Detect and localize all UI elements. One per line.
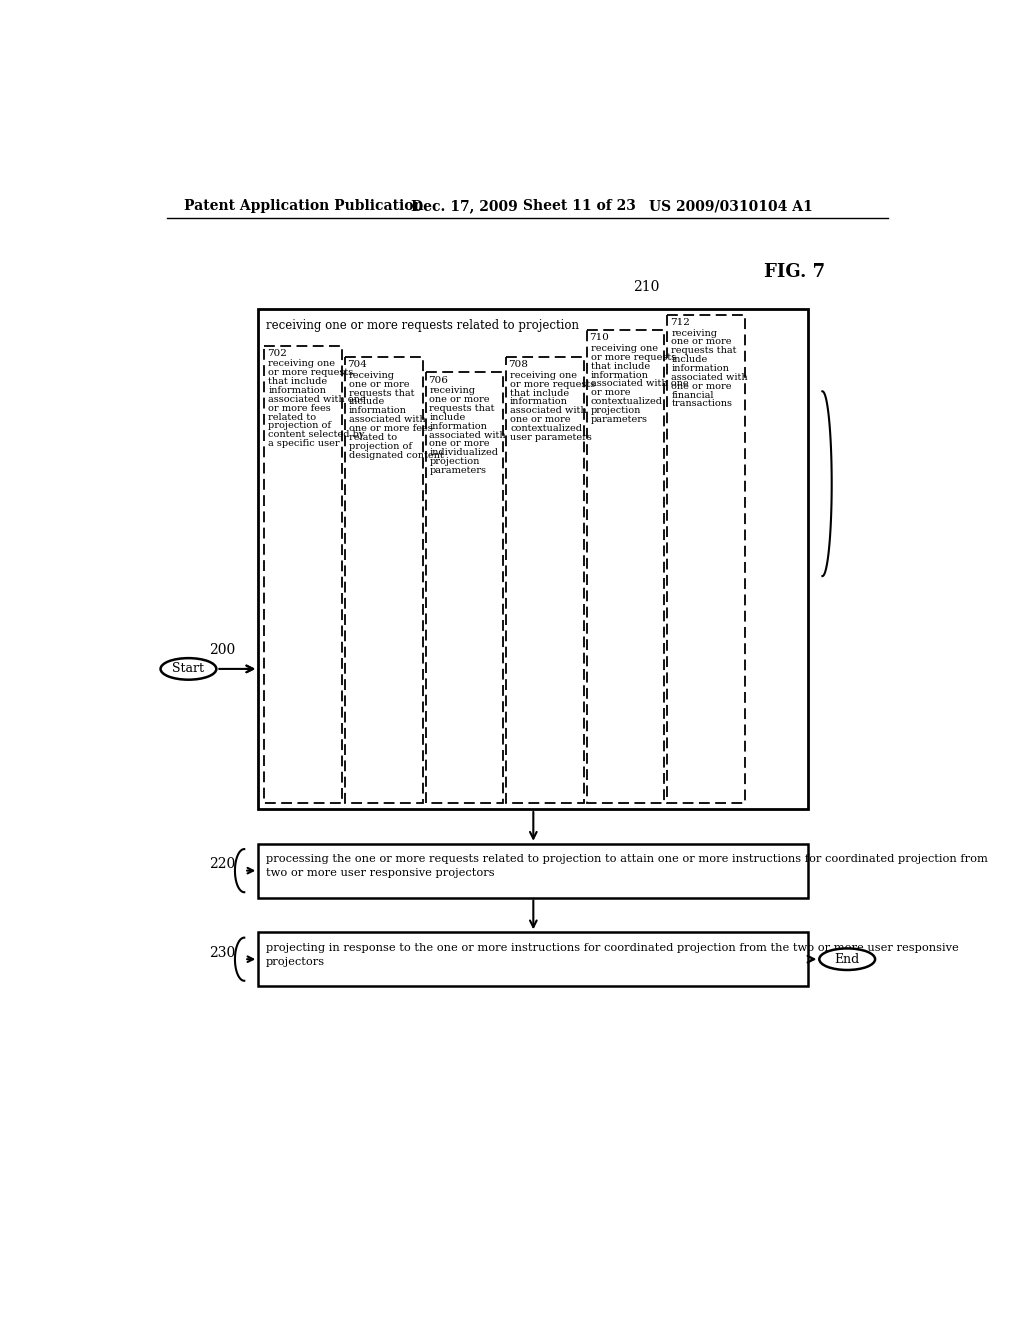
- Text: include: include: [429, 413, 466, 422]
- Text: one or more: one or more: [429, 395, 489, 404]
- Text: financial: financial: [672, 391, 714, 400]
- Text: one or more: one or more: [672, 381, 732, 391]
- Text: information: information: [672, 364, 729, 374]
- Text: one or more: one or more: [349, 380, 410, 389]
- Text: include: include: [672, 355, 708, 364]
- Text: or more fees: or more fees: [268, 404, 331, 413]
- Text: receiving one: receiving one: [268, 359, 335, 368]
- Bar: [587, 330, 665, 803]
- Text: 706: 706: [428, 376, 447, 384]
- Bar: [264, 346, 342, 803]
- Text: contextualized: contextualized: [591, 397, 663, 407]
- Text: requests that: requests that: [429, 404, 495, 413]
- Text: information: information: [349, 407, 407, 416]
- Text: 712: 712: [670, 318, 689, 327]
- Text: or more requests: or more requests: [510, 380, 595, 389]
- Text: 702: 702: [266, 348, 287, 358]
- Text: individualized: individualized: [429, 449, 499, 457]
- Text: that include: that include: [591, 362, 650, 371]
- Text: associated with: associated with: [510, 407, 587, 416]
- Text: user parameters: user parameters: [510, 433, 592, 442]
- Text: or more requests: or more requests: [591, 352, 676, 362]
- Text: projection of: projection of: [349, 442, 412, 450]
- Text: related to: related to: [349, 433, 397, 442]
- Text: information: information: [429, 422, 487, 430]
- Text: projectors: projectors: [266, 957, 325, 966]
- Bar: [345, 358, 423, 803]
- Text: 230: 230: [209, 946, 236, 960]
- Text: receiving: receiving: [429, 387, 475, 395]
- Bar: [668, 314, 744, 803]
- Bar: [258, 932, 809, 986]
- Text: parameters: parameters: [429, 466, 486, 475]
- Text: contextualized: contextualized: [510, 424, 582, 433]
- Text: 708: 708: [509, 360, 528, 370]
- Text: requests that: requests that: [672, 346, 737, 355]
- Text: projection: projection: [591, 407, 641, 414]
- Text: projecting in response to the one or more instructions for coordinated projectio: projecting in response to the one or mor…: [266, 942, 958, 953]
- Text: information: information: [268, 385, 327, 395]
- Text: FIG. 7: FIG. 7: [764, 264, 824, 281]
- Text: 220: 220: [209, 858, 236, 871]
- Text: Patent Application Publication: Patent Application Publication: [183, 199, 424, 213]
- Text: projection: projection: [429, 457, 480, 466]
- Text: related to: related to: [268, 412, 316, 421]
- Bar: [506, 358, 584, 803]
- Text: receiving one: receiving one: [591, 345, 657, 352]
- Ellipse shape: [819, 949, 876, 970]
- Text: Sheet 11 of 23: Sheet 11 of 23: [523, 199, 636, 213]
- Bar: [258, 843, 809, 898]
- Text: 704: 704: [347, 360, 368, 370]
- Text: associated with: associated with: [672, 372, 748, 381]
- Text: Start: Start: [172, 663, 205, 676]
- Text: receiving: receiving: [672, 329, 717, 338]
- Text: that include: that include: [268, 378, 328, 385]
- Text: transactions: transactions: [672, 400, 732, 408]
- Ellipse shape: [161, 659, 216, 680]
- Bar: [426, 372, 503, 803]
- Text: one or more: one or more: [510, 416, 570, 424]
- Text: designated content: designated content: [349, 450, 443, 459]
- Text: a specific user: a specific user: [268, 440, 340, 447]
- Text: associated with: associated with: [429, 430, 506, 440]
- Text: End: End: [835, 953, 860, 966]
- Text: that include: that include: [510, 388, 569, 397]
- Bar: [258, 309, 809, 809]
- Text: US 2009/0310104 A1: US 2009/0310104 A1: [649, 199, 813, 213]
- Text: receiving: receiving: [349, 371, 395, 380]
- Text: associated with one: associated with one: [268, 395, 366, 404]
- Text: receiving one or more requests related to projection: receiving one or more requests related t…: [266, 319, 579, 333]
- Text: information: information: [510, 397, 568, 407]
- Text: requests that: requests that: [349, 388, 415, 397]
- Text: or more requests: or more requests: [268, 368, 353, 378]
- Text: include: include: [349, 397, 385, 407]
- Text: processing the one or more requests related to projection to attain one or more : processing the one or more requests rela…: [266, 854, 988, 865]
- Text: 200: 200: [209, 643, 236, 656]
- Text: receiving one: receiving one: [510, 371, 578, 380]
- Text: 210: 210: [633, 280, 659, 294]
- Text: two or more user responsive projectors: two or more user responsive projectors: [266, 869, 495, 878]
- Text: or more: or more: [591, 388, 630, 397]
- Text: content selected by: content selected by: [268, 430, 365, 440]
- Text: parameters: parameters: [591, 414, 647, 424]
- Text: one or more: one or more: [429, 440, 489, 449]
- Text: information: information: [591, 371, 648, 380]
- Text: one or more: one or more: [672, 338, 732, 346]
- Text: associated with: associated with: [349, 416, 426, 424]
- Text: associated with one: associated with one: [591, 379, 688, 388]
- Text: 710: 710: [589, 333, 609, 342]
- Text: projection of: projection of: [268, 421, 332, 430]
- Text: one or more fees: one or more fees: [349, 424, 432, 433]
- Text: Dec. 17, 2009: Dec. 17, 2009: [411, 199, 517, 213]
